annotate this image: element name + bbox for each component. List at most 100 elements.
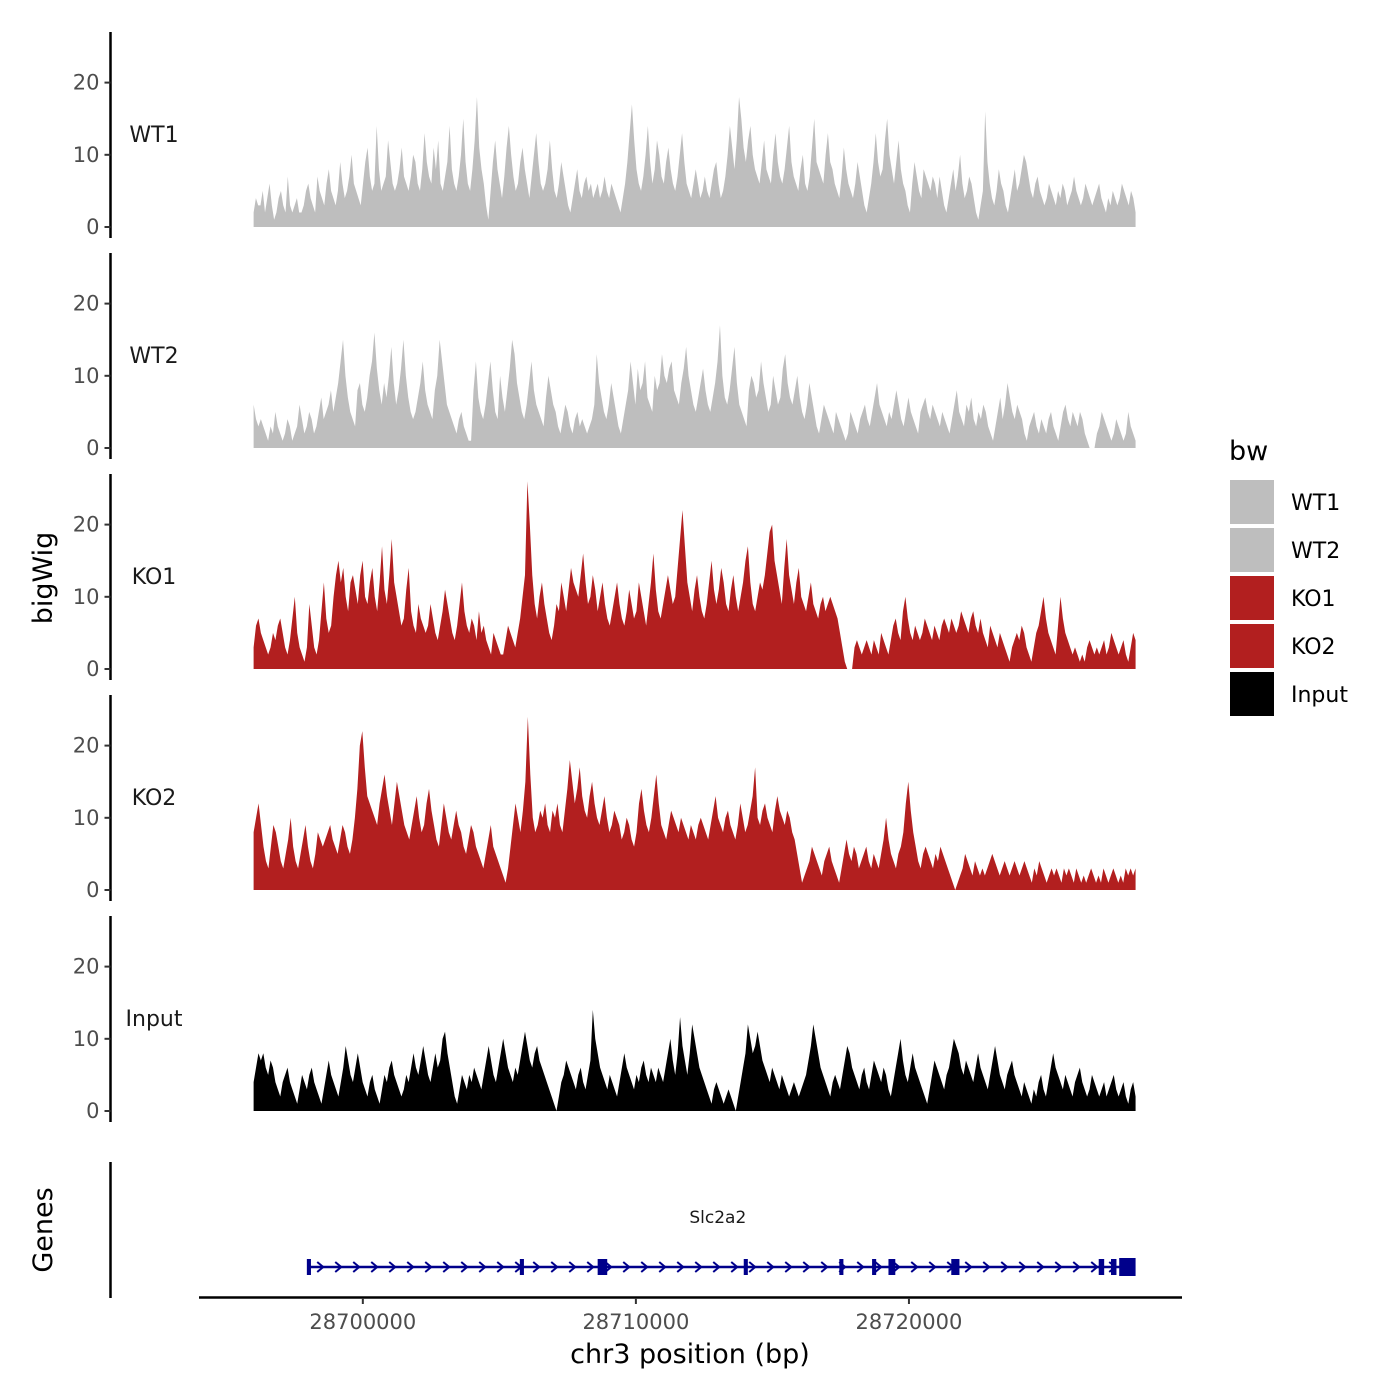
strand-arrow [784,1261,793,1273]
x-tick-label: 28700000 [309,1310,416,1334]
gene-exon [743,1259,748,1275]
legend-label: WT2 [1291,539,1340,564]
strand-arrow [316,1261,325,1273]
gene-exon [951,1259,960,1275]
legend-entry-ko2: KO2 [1230,624,1336,668]
gene-label: Slc2a2 [689,1208,746,1228]
legend: bw WT1 WT2 KO1 KO2 Input [1229,436,1348,716]
y-tick-label: 20 [73,734,100,758]
gene-exon [888,1259,896,1275]
strand-arrow [1000,1261,1009,1273]
strand-arrow [388,1261,397,1273]
x-axis-title: chr3 position (bp) [570,1339,810,1370]
y-tick-label: 20 [73,71,100,95]
strand-arrow [406,1261,415,1273]
strand-arrow [802,1261,811,1273]
strand-arrow [460,1261,469,1273]
strand-arrow [856,1261,865,1273]
gene-exon [872,1259,877,1275]
strand-arrow [622,1261,631,1273]
legend-entry-input: Input [1230,672,1348,716]
strand-arrow [766,1261,775,1273]
strand-arrow [748,1261,757,1273]
legend-label: KO2 [1291,635,1336,660]
strand-arrow [478,1261,487,1273]
strand-arrow [928,1261,937,1273]
strand-arrow [370,1261,379,1273]
strand-arrow [334,1261,343,1273]
y-tick-label: 0 [86,657,99,681]
strand-arrow [1072,1261,1081,1273]
strand-arrow [604,1261,613,1273]
legend-swatch [1230,624,1274,668]
legend-label: Input [1291,683,1348,708]
gene-exon [519,1259,524,1275]
x-ticks: 28700000 28710000 28720000 [309,1298,962,1334]
x-axis: 28700000 28710000 28720000 chr3 position (… [199,1296,1182,1370]
y-tick-label: 10 [73,585,100,609]
strand-arrow [640,1261,649,1273]
x-tick-label: 28720000 [855,1310,962,1334]
panel-label-input: Input [126,1007,183,1032]
strand-arrow [424,1261,433,1273]
legend-swatch [1230,528,1274,572]
strand-arrow [820,1261,829,1273]
gene-slc2a2: Slc2a2 [306,1208,1136,1276]
panel-label-ko2: KO2 [132,786,177,811]
legend-entry-wt2: WT2 [1230,528,1340,572]
y-tick-label: 10 [73,364,100,388]
legend-title: bw [1229,436,1268,467]
y-tick-label: 20 [73,955,100,979]
panel-wt2: 0 10 20 WT2 [73,253,1136,460]
strand-arrow [1018,1261,1027,1273]
y-axis-title: bigWig [28,532,59,625]
area-series-input [253,1009,1136,1111]
x-tick-label: 28710000 [582,1310,689,1334]
strand-arrow [568,1261,577,1273]
strand-arrow [694,1261,703,1273]
y-tick-label: 20 [73,513,100,537]
panel-label-wt2: WT2 [129,344,178,369]
panel-ko2: 0 10 20 KO2 [73,695,1136,902]
area-series-ko1 [253,481,1136,669]
area-series-ko2 [253,716,1136,890]
strand-arrow [586,1261,595,1273]
legend-label: WT1 [1291,491,1340,516]
panel-label-ko1: KO1 [132,565,177,590]
y-tick-label: 10 [73,806,100,830]
strand-arrow [676,1261,685,1273]
strand-arrow [964,1261,973,1273]
y-tick-label: 20 [73,292,100,316]
legend-swatch [1230,576,1274,620]
y-tick-label: 10 [73,1027,100,1051]
legend-swatch [1230,480,1274,524]
gene-exon [839,1259,844,1275]
gene-track: Genes Slc2a2 [28,1162,1136,1298]
strand-arrow [874,1261,883,1273]
strand-arrow [730,1261,739,1273]
area-series-wt2 [253,325,1136,448]
y-tick-label: 0 [86,878,99,902]
y-tick-label: 0 [86,215,99,239]
strand-arrow [982,1261,991,1273]
legend-entries: WT1 WT2 KO1 KO2 Input [1230,480,1348,716]
strand-arrow [1054,1261,1063,1273]
y-tick-label: 0 [86,1099,99,1123]
panel-ko1: 0 10 20 KO1 [73,474,1136,681]
gene-exon [1119,1258,1136,1276]
strand-arrow [550,1261,559,1273]
legend-entry-ko1: KO1 [1230,576,1336,620]
gene-track-title: Genes [28,1187,59,1272]
gene-models: Slc2a2 [306,1208,1136,1276]
gene-exon [306,1259,311,1275]
y-tick-label: 10 [73,143,100,167]
strand-arrow [352,1261,361,1273]
strand-arrow [712,1261,721,1273]
gene-exon [1111,1259,1117,1275]
strand-arrow [910,1261,919,1273]
y-tick-label: 0 [86,436,99,460]
panel-label-wt1: WT1 [129,123,178,148]
strand-arrow [496,1261,505,1273]
strand-arrow [442,1261,451,1273]
